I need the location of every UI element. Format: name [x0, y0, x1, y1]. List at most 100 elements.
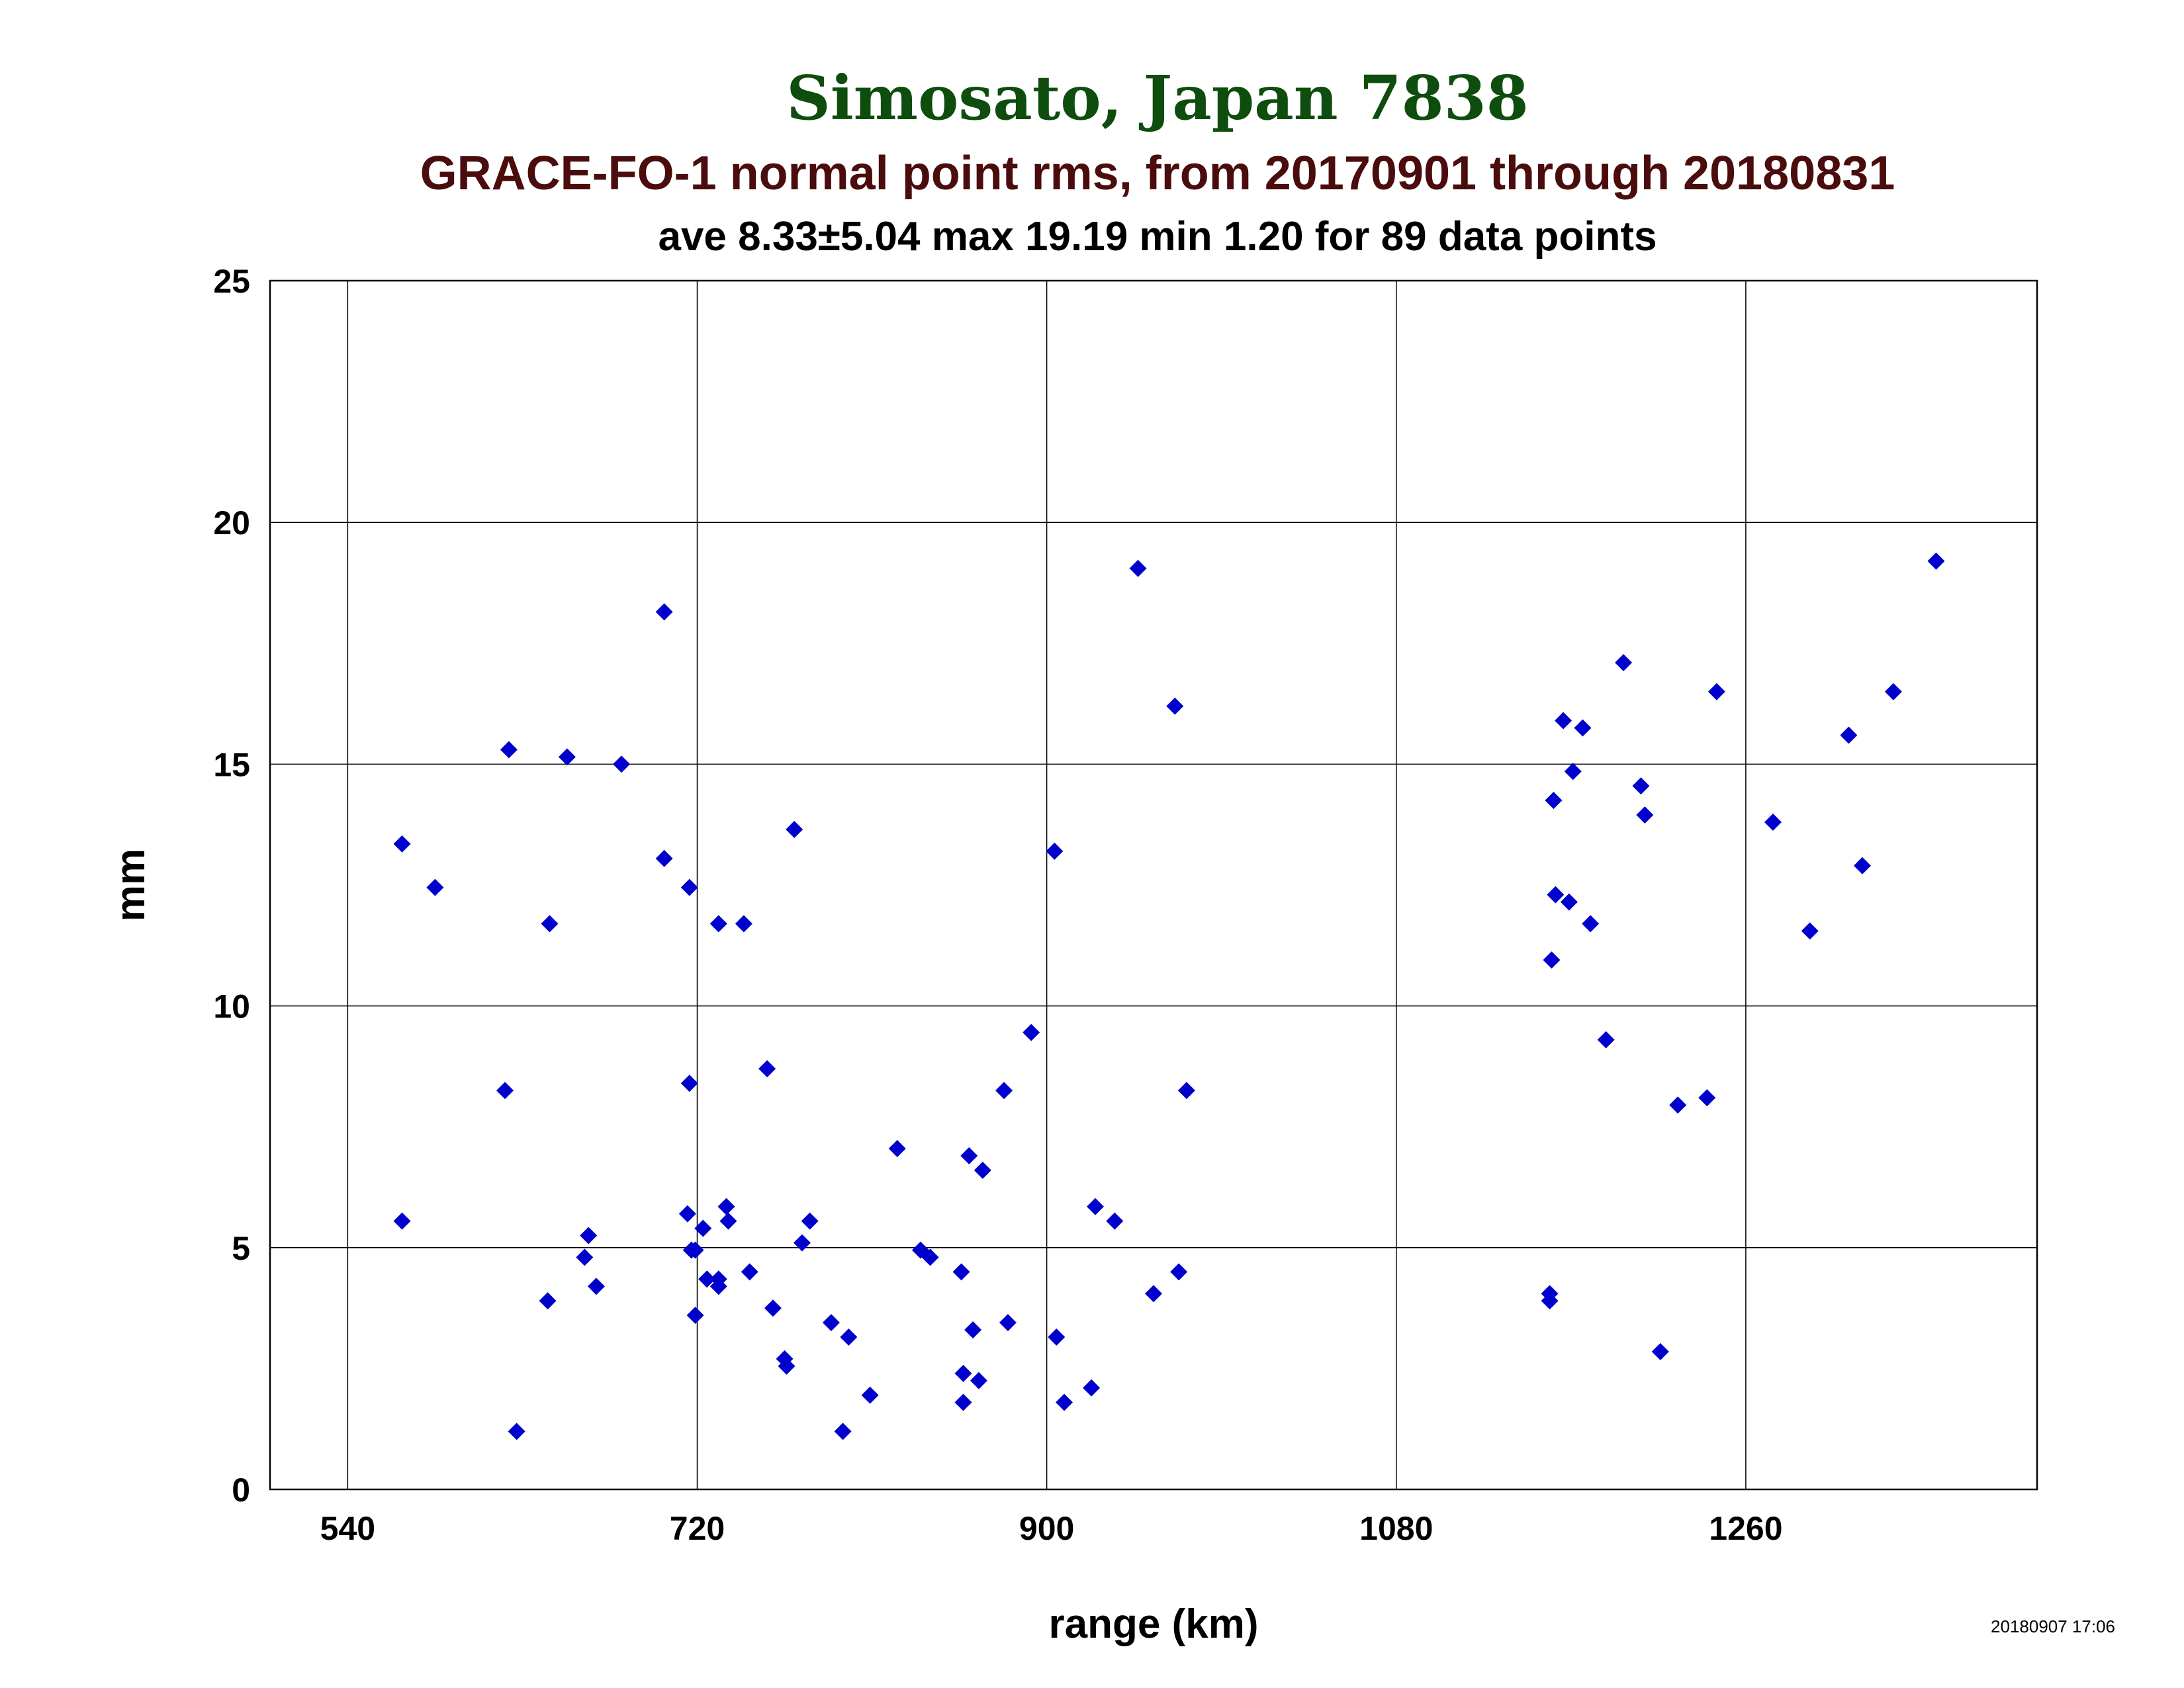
data-point [393, 1212, 411, 1230]
data-point [709, 915, 727, 933]
data-point [741, 1263, 758, 1281]
data-point [1106, 1212, 1124, 1230]
x-tick-label: 1260 [1709, 1510, 1782, 1547]
data-point [1651, 1342, 1669, 1360]
data-point [952, 1263, 970, 1281]
data-point [921, 1248, 939, 1266]
y-tick-label: 0 [232, 1472, 250, 1509]
plot-frame [269, 279, 2038, 1491]
data-point [539, 1292, 557, 1310]
data-point [1541, 1292, 1559, 1310]
data-point [1166, 697, 1184, 715]
data-point [719, 1212, 737, 1230]
data-point [1083, 1379, 1101, 1397]
data-point [1707, 682, 1725, 700]
y-tick-label: 5 [232, 1230, 250, 1267]
data-point [1543, 951, 1561, 969]
chart-title: Simosato, Japan 7838 [786, 62, 1528, 134]
data-point [1560, 893, 1578, 911]
data-point [1023, 1023, 1040, 1041]
data-point [496, 1082, 514, 1100]
data-point [1547, 886, 1565, 904]
timestamp: 20180907 17:06 [1991, 1617, 2115, 1636]
data-point [694, 1219, 712, 1237]
data-point [1086, 1197, 1104, 1215]
data-point [995, 1082, 1013, 1100]
data-point [1145, 1285, 1162, 1303]
x-tick-labels: 540 720 900 1080 1260 [320, 1510, 1783, 1547]
data-point [735, 915, 752, 933]
data-point [576, 1248, 594, 1266]
data-point [709, 1278, 727, 1295]
data-point [1764, 814, 1782, 831]
data-point [1170, 1263, 1188, 1281]
data-point [680, 1074, 698, 1092]
x-tick-label: 720 [670, 1510, 725, 1547]
data-point [541, 915, 559, 933]
data-point [970, 1372, 987, 1389]
data-point [801, 1212, 819, 1230]
y-tick-label: 10 [213, 988, 250, 1025]
data-point [778, 1357, 796, 1375]
data-point [655, 603, 673, 621]
chart-stats: ave 8.33±5.04 max 19.19 min 1.20 for 89 … [658, 214, 1657, 259]
data-point [1129, 559, 1147, 577]
data-point [655, 849, 673, 867]
data-point [500, 741, 518, 759]
data-point [1884, 682, 1902, 700]
data-point [964, 1321, 982, 1338]
y-axis-label: mm [108, 849, 154, 921]
data-point [1545, 792, 1563, 810]
data-point [1048, 1328, 1066, 1346]
data-point [717, 1197, 735, 1215]
y-tick-label: 20 [213, 504, 250, 541]
data-point [1636, 806, 1654, 824]
data-point [686, 1241, 704, 1259]
data-point [1853, 857, 1871, 874]
data-point [764, 1299, 782, 1317]
data-point [954, 1393, 972, 1411]
data-point [834, 1423, 852, 1440]
x-tick-label: 1080 [1359, 1510, 1433, 1547]
data-point [758, 1060, 776, 1078]
data-point [786, 821, 803, 839]
data-point [580, 1227, 598, 1244]
data-point [974, 1161, 991, 1179]
data-point [426, 878, 444, 896]
data-point [508, 1423, 525, 1440]
data-point [999, 1314, 1017, 1332]
data-point [1574, 719, 1592, 737]
data-point [960, 1147, 978, 1165]
data-point [1669, 1096, 1687, 1114]
data-point [1564, 763, 1582, 780]
data-point [1698, 1089, 1716, 1107]
data-point [1046, 842, 1064, 860]
grid-lines [270, 280, 2037, 1490]
data-point [861, 1386, 879, 1404]
x-tick-label: 900 [1019, 1510, 1074, 1547]
data-point [1555, 712, 1572, 729]
data-points [393, 552, 1945, 1440]
data-point [1615, 654, 1633, 672]
data-point [1177, 1082, 1195, 1100]
data-point [888, 1140, 906, 1158]
data-point [1056, 1393, 1073, 1411]
chart-subtitle: GRACE-FO-1 normal point rms, from 201709… [420, 147, 1895, 200]
data-point [686, 1307, 704, 1325]
data-point [698, 1270, 716, 1288]
data-point [840, 1328, 858, 1346]
data-point [1801, 922, 1819, 940]
x-tick-label: 540 [320, 1510, 375, 1547]
y-tick-label: 25 [213, 263, 250, 300]
data-point [587, 1278, 605, 1295]
data-point [1597, 1031, 1615, 1049]
x-axis-label: range (km) [1049, 1601, 1259, 1647]
data-point [393, 835, 411, 853]
data-point [793, 1234, 811, 1252]
y-tick-labels: 0 5 10 15 20 25 [213, 263, 250, 1509]
data-point [1840, 726, 1858, 744]
data-point [954, 1364, 972, 1382]
data-point [1582, 915, 1600, 933]
data-point [822, 1314, 840, 1332]
